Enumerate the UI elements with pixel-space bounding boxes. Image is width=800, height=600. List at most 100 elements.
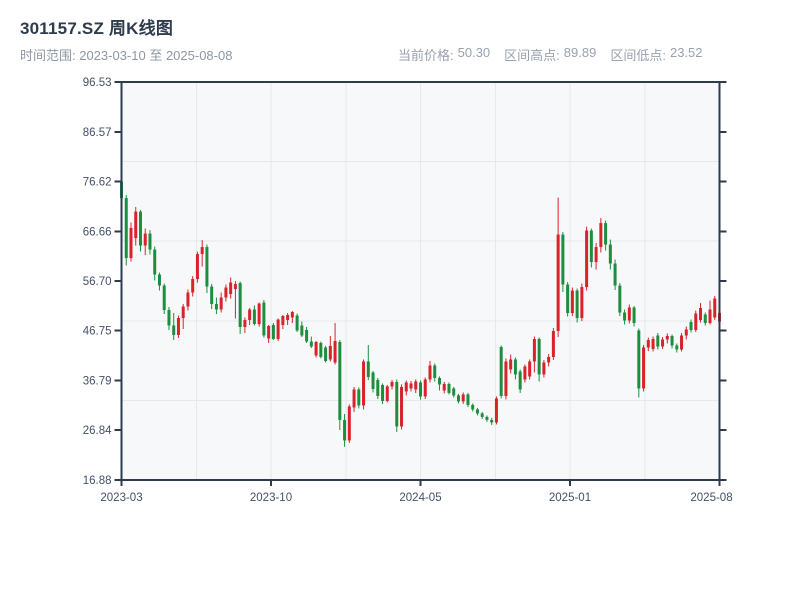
candle-6[interactable] [148,230,152,255]
candle-96[interactable] [575,288,579,323]
candle-108[interactable] [632,306,636,327]
candle-9[interactable] [162,283,166,315]
candle-40[interactable] [309,336,313,348]
candle-15[interactable] [191,276,195,297]
candle-39[interactable] [305,326,309,343]
candle-62[interactable] [414,379,418,393]
candle-73[interactable] [466,392,470,407]
candle-77[interactable] [485,415,489,422]
candle-94[interactable] [566,282,570,317]
candle-88[interactable] [537,337,541,382]
candle-5[interactable] [143,228,147,256]
candle-118[interactable] [680,332,684,352]
candle-10[interactable] [167,307,171,330]
candle-4[interactable] [138,210,142,252]
candle-2[interactable] [129,222,133,262]
candle-71[interactable] [456,393,460,404]
candle-89[interactable] [542,359,546,378]
candle-102[interactable] [604,220,608,251]
candle-90[interactable] [547,353,551,367]
candle-49[interactable] [352,386,356,412]
candle-59[interactable] [400,384,404,430]
candle-72[interactable] [461,392,465,404]
candle-119[interactable] [684,326,688,340]
candle-53[interactable] [371,370,375,393]
candle-22[interactable] [224,284,228,302]
candle-51[interactable] [362,359,366,410]
candle-24[interactable] [233,281,237,319]
candle-45[interactable] [333,322,337,365]
candle-21[interactable] [219,292,223,313]
candle-60[interactable] [404,380,408,396]
candle-75[interactable] [475,407,479,416]
candle-85[interactable] [523,364,527,383]
candle-69[interactable] [447,382,451,395]
candle-82[interactable] [509,354,513,374]
candle-124[interactable] [708,300,712,325]
candle-3[interactable] [134,207,138,246]
candle-74[interactable] [471,403,475,412]
candle-111[interactable] [646,337,650,351]
candle-97[interactable] [580,283,584,321]
candle-56[interactable] [385,384,389,403]
candle-105[interactable] [618,283,622,317]
candle-109[interactable] [637,328,641,398]
candle-16[interactable] [195,251,199,283]
candle-63[interactable] [419,380,422,400]
candle-115[interactable] [665,333,669,344]
candle-78[interactable] [490,417,494,425]
candle-52[interactable] [366,344,370,380]
candle-47[interactable] [343,413,347,447]
candle-125[interactable] [713,296,717,321]
candle-28[interactable] [252,305,256,326]
candle-35[interactable] [286,313,290,325]
candle-103[interactable] [608,239,612,270]
candle-123[interactable] [703,312,707,326]
candle-107[interactable] [627,304,631,324]
candle-114[interactable] [661,336,665,349]
candle-98[interactable] [585,226,589,291]
candle-117[interactable] [675,343,679,353]
candle-64[interactable] [423,377,427,399]
candle-54[interactable] [376,377,380,399]
candle-67[interactable] [437,376,441,391]
candle-80[interactable] [499,345,503,399]
candle-76[interactable] [480,411,484,419]
candle-58[interactable] [395,379,399,432]
candle-31[interactable] [267,324,271,343]
candle-36[interactable] [290,311,294,323]
candle-95[interactable] [570,287,574,317]
candle-104[interactable] [613,259,617,291]
candle-46[interactable] [338,339,342,430]
candle-110[interactable] [642,344,646,392]
candle-57[interactable] [390,379,394,390]
candle-93[interactable] [561,232,565,293]
candle-112[interactable] [651,336,655,352]
candle-48[interactable] [347,404,351,443]
candle-14[interactable] [186,289,190,311]
candle-27[interactable] [248,308,252,325]
candle-70[interactable] [452,386,456,398]
candle-20[interactable] [214,297,218,315]
candle-1[interactable] [124,195,128,266]
candles[interactable] [120,175,721,447]
candle-61[interactable] [409,380,413,392]
candle-26[interactable] [243,317,247,333]
candle-68[interactable] [442,381,446,394]
candle-42[interactable] [319,341,323,359]
candle-32[interactable] [271,322,275,340]
candle-79[interactable] [494,396,498,425]
candle-19[interactable] [210,284,214,310]
candle-120[interactable] [689,319,693,333]
candle-81[interactable] [504,358,508,400]
candle-33[interactable] [276,318,280,341]
candle-92[interactable] [556,197,560,337]
candle-99[interactable] [589,228,593,268]
candle-12[interactable] [176,315,180,338]
candle-7[interactable] [153,246,157,281]
candle-122[interactable] [699,303,703,323]
candle-29[interactable] [257,302,261,327]
candle-37[interactable] [295,313,299,332]
candle-11[interactable] [172,313,176,340]
